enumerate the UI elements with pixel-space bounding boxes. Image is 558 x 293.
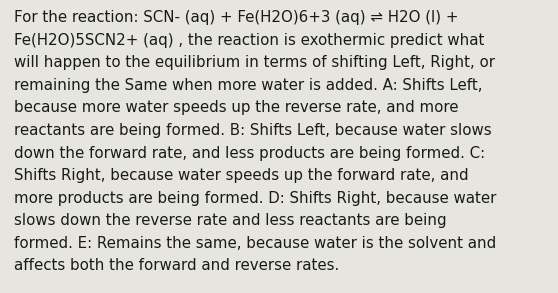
- Text: because more water speeds up the reverse rate, and more: because more water speeds up the reverse…: [14, 100, 459, 115]
- Text: For the reaction: SCN- (aq) + Fe(H2O)6+3 (aq) ⇌ H2O (l) +: For the reaction: SCN- (aq) + Fe(H2O)6+3…: [14, 10, 459, 25]
- Text: down the forward rate, and less products are being formed. C:: down the forward rate, and less products…: [14, 146, 485, 161]
- Text: remaining the Same when more water is added. A: Shifts Left,: remaining the Same when more water is ad…: [14, 78, 483, 93]
- Text: formed. E: Remains the same, because water is the solvent and: formed. E: Remains the same, because wat…: [14, 236, 496, 251]
- Text: affects both the forward and reverse rates.: affects both the forward and reverse rat…: [14, 258, 339, 273]
- Text: Fe(H2O)5SCN2+ (aq) , the reaction is exothermic predict what: Fe(H2O)5SCN2+ (aq) , the reaction is exo…: [14, 33, 484, 48]
- Text: will happen to the equilibrium in terms of shifting Left, Right, or: will happen to the equilibrium in terms …: [14, 55, 495, 70]
- Text: reactants are being formed. B: Shifts Left, because water slows: reactants are being formed. B: Shifts Le…: [14, 123, 492, 138]
- Text: more products are being formed. D: Shifts Right, because water: more products are being formed. D: Shift…: [14, 191, 496, 206]
- Text: Shifts Right, because water speeds up the forward rate, and: Shifts Right, because water speeds up th…: [14, 168, 469, 183]
- Text: slows down the reverse rate and less reactants are being: slows down the reverse rate and less rea…: [14, 213, 446, 228]
